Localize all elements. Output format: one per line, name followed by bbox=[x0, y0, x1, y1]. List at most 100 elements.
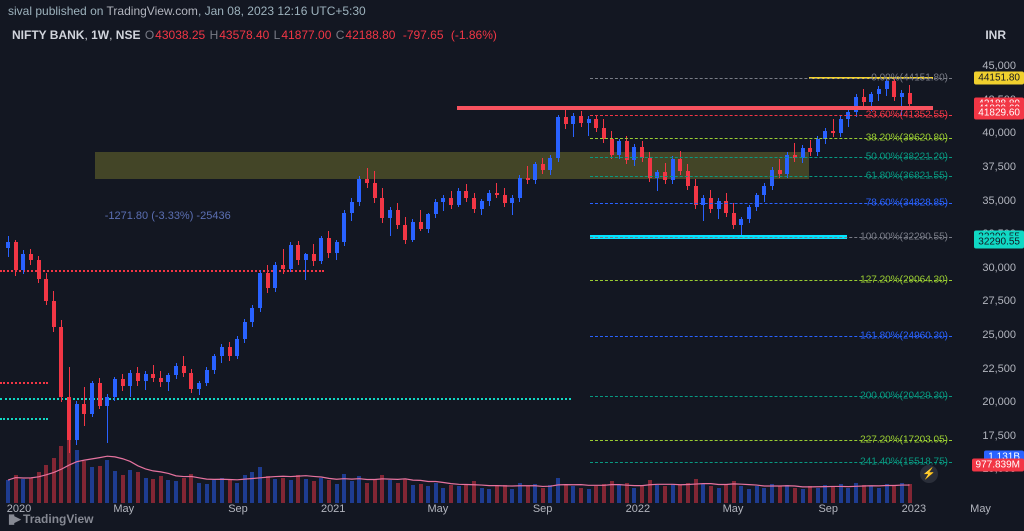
ohlc-change: -797.65 bbox=[403, 28, 444, 42]
x-axis[interactable]: 2020MaySep2021MaySep2022MaySep2023May bbox=[0, 503, 952, 519]
volume-bar bbox=[587, 489, 591, 503]
volume-bar bbox=[686, 483, 690, 503]
ticker-row: NIFTY BANK, 1W, NSE O43038.25 H43578.40 … bbox=[12, 28, 497, 42]
x-tick: May bbox=[113, 503, 134, 515]
volume-bar bbox=[602, 484, 606, 503]
publish-verb: published on bbox=[35, 4, 103, 18]
volume-bar bbox=[144, 478, 148, 503]
price-tag: 41829.60 bbox=[974, 107, 1024, 120]
y-tick: 22,500 bbox=[982, 363, 1016, 375]
volume-bar bbox=[59, 446, 63, 503]
volume-bar bbox=[434, 483, 438, 503]
volume-bar bbox=[166, 480, 170, 503]
volume-bar bbox=[373, 479, 377, 503]
y-axis[interactable]: 45,00042,50040,00037,50035,00032,50030,0… bbox=[952, 46, 1024, 503]
volume-bar bbox=[29, 478, 33, 503]
tradingview-logo[interactable]: ▮▸ TradingView bbox=[8, 511, 94, 527]
volume-bar bbox=[250, 472, 254, 503]
volume-bar bbox=[831, 486, 835, 503]
volume-bar bbox=[44, 465, 48, 503]
volume-bar bbox=[228, 479, 232, 503]
ohlc-open: 43038.25 bbox=[155, 28, 205, 42]
volume-bar bbox=[52, 458, 56, 503]
volume-bar bbox=[785, 485, 789, 503]
y-tick: 25,000 bbox=[982, 329, 1016, 341]
volume-bar bbox=[304, 479, 308, 503]
y-tick: 17,500 bbox=[982, 430, 1016, 442]
volume-bar bbox=[877, 488, 881, 503]
volume-bar bbox=[724, 485, 728, 503]
volume-bar bbox=[258, 467, 262, 503]
fib-label: 78.60%(34828.85) bbox=[866, 197, 948, 208]
volume-bar bbox=[396, 483, 400, 503]
publish-user: sival bbox=[8, 4, 32, 18]
x-tick: May bbox=[723, 503, 744, 515]
volume-bar bbox=[655, 485, 659, 503]
fib-label: 50.00%(38221.20) bbox=[866, 152, 948, 163]
price-tag: 32290.55 bbox=[974, 236, 1024, 249]
fib-label: 23.60%(41352.55) bbox=[866, 110, 948, 121]
volume-bar bbox=[327, 480, 331, 503]
price-tag: 44151.80 bbox=[974, 71, 1024, 84]
volume-bar bbox=[487, 489, 491, 503]
volume-bar bbox=[136, 472, 140, 503]
volume-bar bbox=[678, 485, 682, 503]
fib-label: 227.20%(17203.05) bbox=[860, 434, 948, 445]
volume-bar bbox=[854, 483, 858, 503]
volume-bar bbox=[648, 480, 652, 503]
volume-bar bbox=[816, 488, 820, 503]
volume-bar bbox=[518, 483, 522, 503]
volume-bar bbox=[289, 480, 293, 503]
volume-bar bbox=[732, 481, 736, 503]
volume-bar bbox=[862, 485, 866, 503]
volume-bar bbox=[892, 485, 896, 503]
volume-bar bbox=[739, 486, 743, 503]
volume-bar bbox=[350, 481, 354, 503]
volume-bar bbox=[182, 478, 186, 503]
dotted-level bbox=[0, 382, 48, 384]
volume-bar bbox=[755, 486, 759, 503]
volume-bar bbox=[6, 480, 10, 503]
volume-bar bbox=[441, 488, 445, 503]
volume-bar bbox=[212, 480, 216, 503]
volume-bar bbox=[388, 480, 392, 503]
publish-site[interactable]: TradingView.com bbox=[107, 4, 198, 18]
volume-bar bbox=[663, 486, 667, 503]
volume-bar bbox=[671, 484, 675, 503]
volume-bar bbox=[189, 474, 193, 503]
x-tick: 2021 bbox=[321, 503, 345, 515]
volume-bar bbox=[762, 488, 766, 503]
volume-bar bbox=[365, 483, 369, 503]
volume-bar bbox=[220, 478, 224, 503]
volume-bar bbox=[526, 486, 530, 503]
volume-bar bbox=[75, 450, 79, 503]
volume-bar bbox=[808, 486, 812, 503]
volume-bar bbox=[128, 470, 132, 503]
ticker-timeframe: 1W bbox=[91, 28, 109, 42]
volume-bar bbox=[571, 486, 575, 503]
y-tick: 40,000 bbox=[982, 127, 1016, 139]
volume-bar bbox=[823, 485, 827, 503]
ticker-symbol[interactable]: NIFTY BANK bbox=[12, 28, 84, 42]
fib-label: 100.00%(32290.55) bbox=[860, 231, 948, 242]
lightning-icon[interactable]: ⚡ bbox=[920, 465, 938, 483]
volume-bar bbox=[869, 486, 873, 503]
volume-bar bbox=[380, 475, 384, 503]
chart-area[interactable]: 0.00%(44151.80)23.60%(41352.55)38.20%(39… bbox=[0, 46, 952, 503]
supply-demand-zone bbox=[95, 152, 809, 179]
volume-bar bbox=[37, 472, 41, 503]
volume-bar bbox=[778, 486, 782, 503]
volume-bar bbox=[495, 486, 499, 503]
volume-bar bbox=[426, 486, 430, 503]
volume-bar bbox=[701, 484, 705, 503]
volume-bar bbox=[335, 484, 339, 503]
volume-bar bbox=[14, 475, 18, 503]
x-tick: May bbox=[428, 503, 449, 515]
x-tick: May bbox=[970, 503, 991, 515]
volume-bar bbox=[839, 484, 843, 503]
volume-bar bbox=[357, 476, 361, 503]
volume-bar bbox=[449, 485, 453, 503]
y-tick: 37,500 bbox=[982, 161, 1016, 173]
volume-bar bbox=[113, 471, 117, 503]
volume-bar bbox=[105, 460, 109, 503]
